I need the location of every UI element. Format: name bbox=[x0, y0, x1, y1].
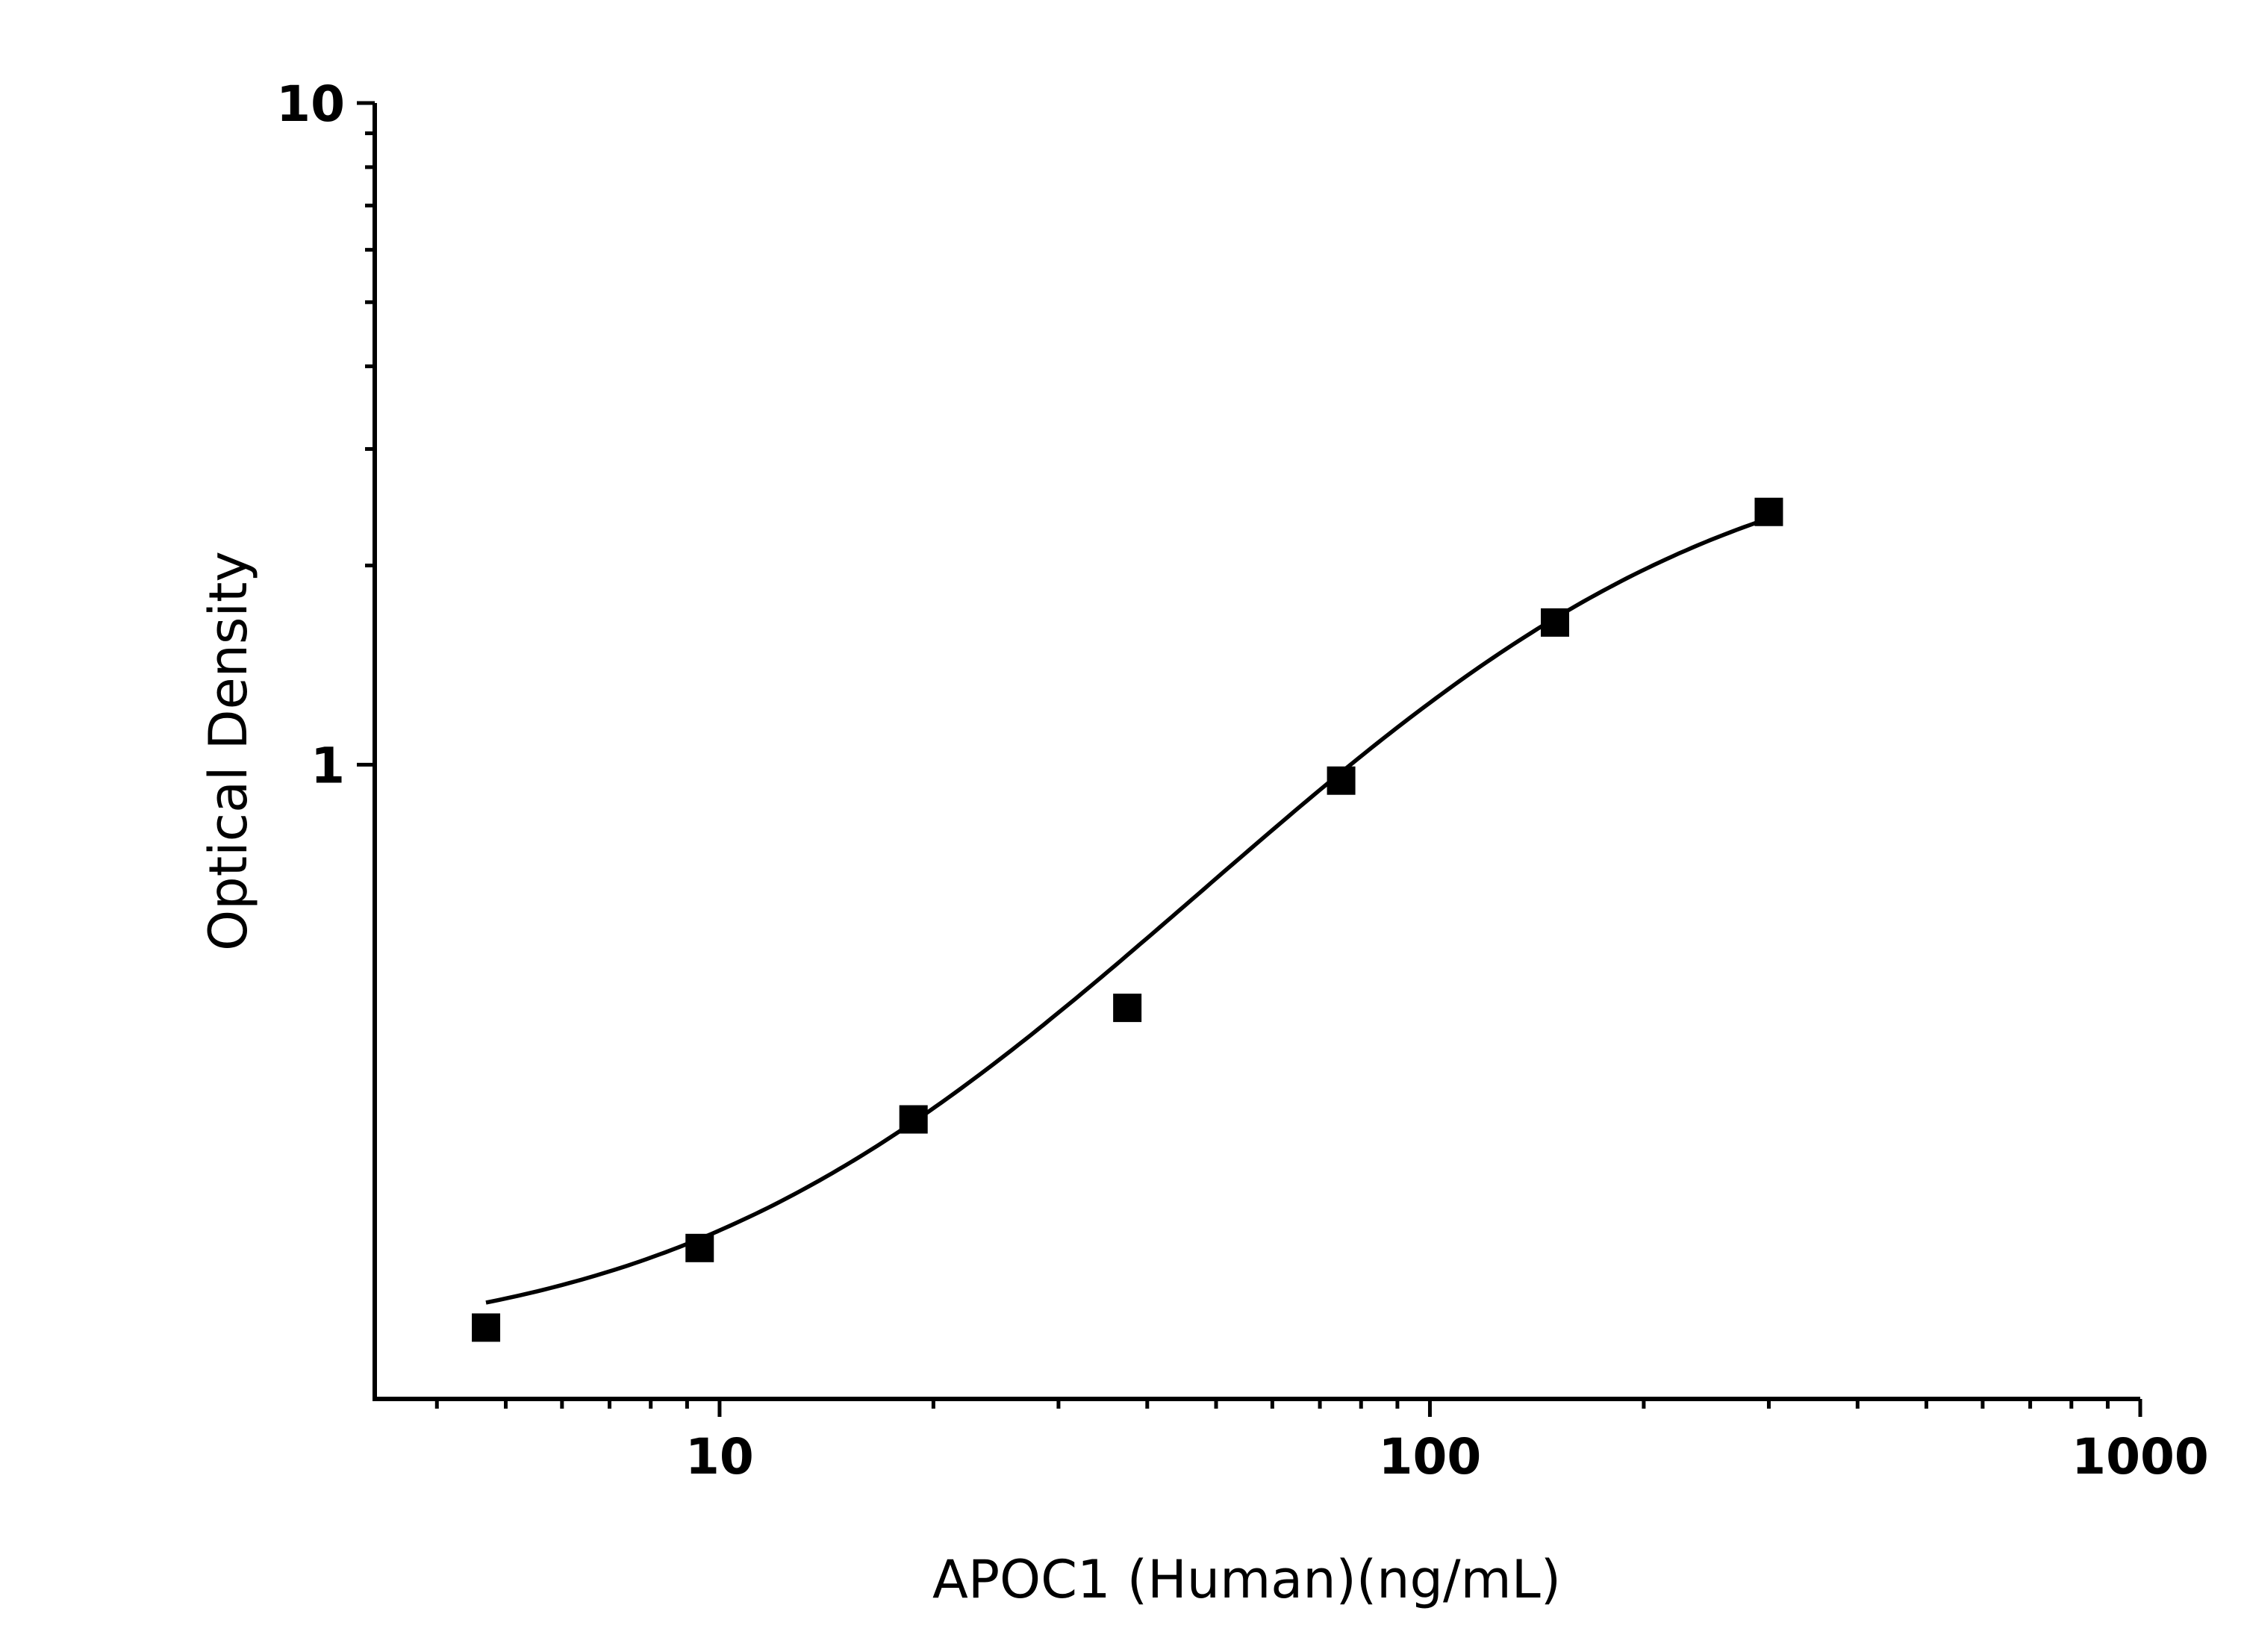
data-point bbox=[899, 1105, 928, 1134]
fit-curve-layer bbox=[485, 516, 1770, 1305]
data-point bbox=[1754, 497, 1783, 526]
data-point bbox=[1541, 608, 1570, 637]
x-axis-title: APOC1 (Human)(ng/mL) bbox=[932, 1549, 1561, 1610]
data-points bbox=[472, 497, 1783, 1342]
axes bbox=[373, 103, 2140, 1401]
y-tick-label: 1 bbox=[311, 737, 345, 794]
x-tick-label: 10 bbox=[685, 1428, 754, 1486]
data-point bbox=[1113, 994, 1142, 1023]
data-point bbox=[685, 1233, 714, 1262]
x-tick-label: 1000 bbox=[2072, 1428, 2209, 1486]
y-tick-label: 10 bbox=[276, 75, 345, 133]
fit-curve bbox=[485, 516, 1770, 1305]
y-axis-title: Optical Density bbox=[198, 551, 259, 951]
x-tick-label: 100 bbox=[1379, 1428, 1482, 1486]
data-point bbox=[472, 1313, 501, 1342]
data-point bbox=[1327, 766, 1356, 795]
ticks: 10 100 1000 1 10 bbox=[276, 75, 2209, 1486]
